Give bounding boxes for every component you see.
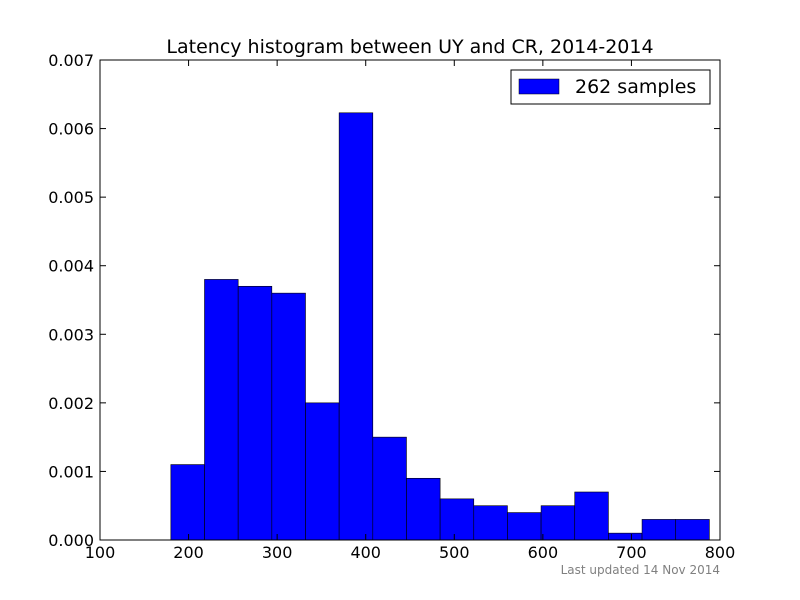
histogram-bar-9 xyxy=(473,505,508,541)
histogram-bar-4 xyxy=(305,402,340,541)
histogram-bar-15 xyxy=(675,519,710,541)
histogram-bar-6 xyxy=(372,436,407,541)
histogram-bar-11 xyxy=(540,505,576,541)
x-tick-label-0: 100 xyxy=(85,543,116,562)
chart-title: Latency histogram between UY and CR, 201… xyxy=(166,36,653,58)
histogram-bar-10 xyxy=(507,512,542,541)
histogram-bars xyxy=(170,112,710,541)
y-tick-label-6: 0.006 xyxy=(48,120,94,139)
y-tick-label-1: 0.001 xyxy=(48,462,94,481)
histogram-bar-13 xyxy=(608,532,643,541)
y-axis-tick-labels: 0.000 0.001 0.002 0.003 0.004 0.005 0.006 0.007 xyxy=(48,51,94,550)
y-tick-label-7: 0.007 xyxy=(48,51,94,70)
legend: 262 samples xyxy=(510,69,711,105)
x-tick-label-4: 500 xyxy=(439,543,470,562)
x-axis-tick-labels: 100 200 300 400 500 600 700 800 xyxy=(85,543,736,562)
x-tick-label-7: 800 xyxy=(705,543,736,562)
x-tick-label-5: 600 xyxy=(528,543,559,562)
legend-swatch xyxy=(518,78,560,95)
x-tick-label-2: 300 xyxy=(262,543,293,562)
histogram-bar-5 xyxy=(338,112,374,541)
histogram-bar-8 xyxy=(439,498,475,541)
y-tick-label-2: 0.002 xyxy=(48,394,94,413)
plot-frame xyxy=(99,59,721,541)
y-tick-label-5: 0.005 xyxy=(48,188,94,207)
axis-ticks xyxy=(99,59,721,541)
last-updated-note: Last updated 14 Nov 2014 xyxy=(561,563,720,577)
y-tick-label-0: 0.000 xyxy=(48,531,94,550)
y-tick-label-3: 0.003 xyxy=(48,325,94,344)
histogram-bar-1 xyxy=(204,279,239,541)
x-tick-label-3: 400 xyxy=(350,543,381,562)
histogram-bar-2 xyxy=(237,285,273,541)
histogram-bar-0 xyxy=(170,464,205,541)
histogram-bar-7 xyxy=(406,477,441,541)
histogram-bar-14 xyxy=(641,519,677,541)
x-tick-label-6: 700 xyxy=(616,543,647,562)
histogram-bar-12 xyxy=(574,491,609,541)
y-tick-label-4: 0.004 xyxy=(48,257,94,276)
legend-label: 262 samples xyxy=(575,76,696,98)
x-tick-label-1: 200 xyxy=(173,543,204,562)
histogram-bar-3 xyxy=(271,292,306,541)
